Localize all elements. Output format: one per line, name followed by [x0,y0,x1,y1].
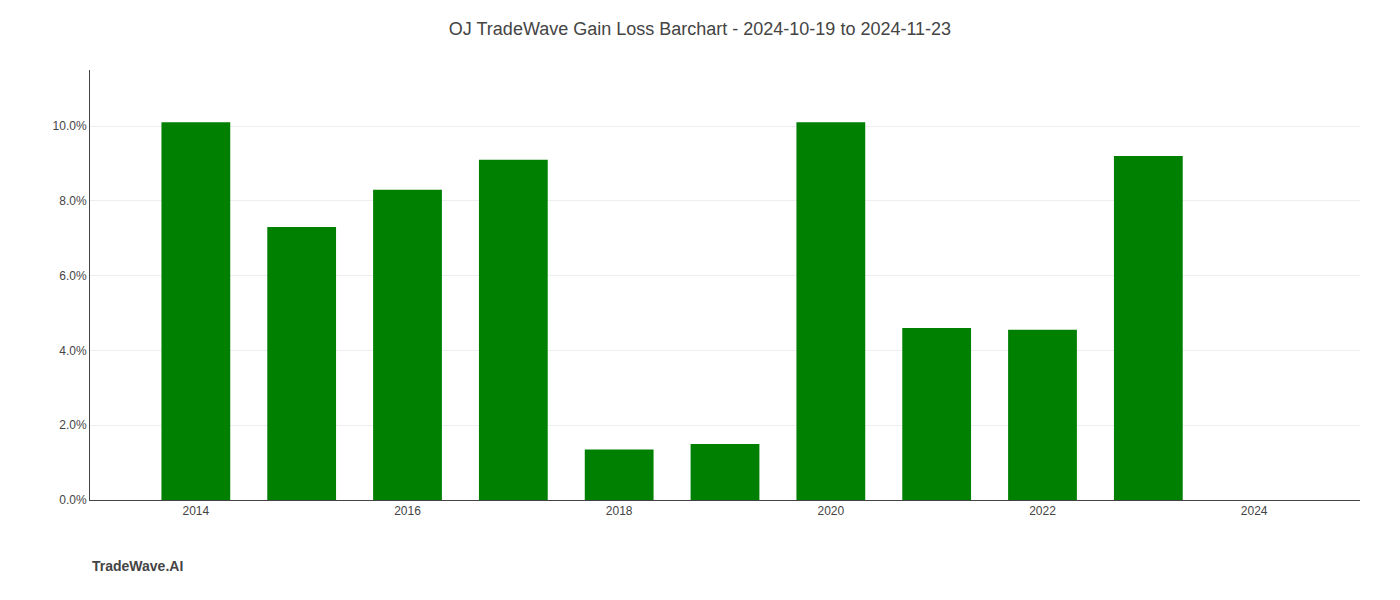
svg-text:2014: 2014 [182,504,209,518]
svg-text:TradeWave.AI: TradeWave.AI [92,558,183,574]
svg-text:4.0%: 4.0% [59,344,87,358]
svg-text:2.0%: 2.0% [59,418,87,432]
svg-text:2020: 2020 [817,504,844,518]
svg-text:2024: 2024 [1241,504,1268,518]
svg-text:8.0%: 8.0% [59,194,87,208]
svg-text:10.0%: 10.0% [53,119,87,133]
svg-text:0.0%: 0.0% [59,493,87,507]
svg-text:OJ TradeWave Gain Loss Barchar: OJ TradeWave Gain Loss Barchart - 2024-1… [449,19,951,39]
svg-text:2016: 2016 [394,504,421,518]
svg-text:2018: 2018 [606,504,633,518]
svg-text:6.0%: 6.0% [59,269,87,283]
svg-text:2022: 2022 [1029,504,1056,518]
